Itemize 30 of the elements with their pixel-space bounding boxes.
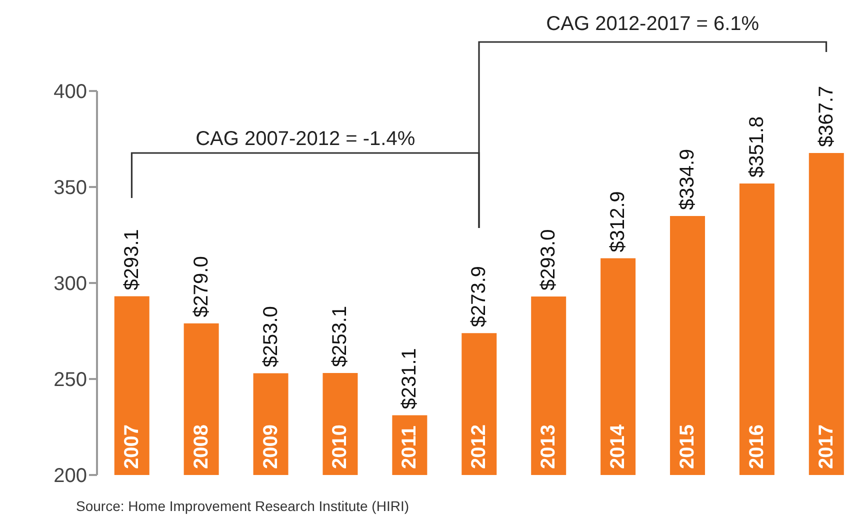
y-tick-label: 200 (54, 465, 87, 488)
y-tick-label: 300 (54, 273, 87, 296)
x-tick-label: 2008 (190, 424, 212, 469)
x-tick-label: 2007 (120, 424, 143, 469)
data-label: $293.0 (538, 229, 560, 290)
data-label: $334.9 (676, 148, 698, 210)
data-label: $312.9 (607, 191, 630, 252)
y-tick-label: 400 (54, 81, 87, 104)
x-tick-label: 2009 (260, 424, 282, 469)
x-tick-label: 2016 (746, 424, 768, 469)
data-label: $367.7 (815, 86, 838, 148)
data-label: $253.0 (260, 306, 282, 368)
y-tick-label: 350 (54, 177, 87, 200)
x-tick-label: 2015 (676, 424, 698, 469)
data-label: $253.1 (329, 306, 352, 368)
source-note: Source: Home Improvement Research Institute (HIRI) (76, 498, 410, 514)
text: CAG 2012-2017 = 6.1% (546, 13, 760, 35)
x-tick-label: 2014 (607, 424, 630, 469)
data-label: $279.0 (190, 256, 212, 318)
data-label: $293.1 (120, 229, 143, 290)
y-tick-label: 250 (54, 369, 87, 392)
data-label: $351.8 (746, 116, 768, 178)
data-label: $231.1 (398, 348, 421, 410)
x-tick-label: 2010 (329, 424, 352, 469)
data-label: $273.9 (468, 266, 490, 328)
x-tick-label: 2013 (538, 424, 560, 469)
x-tick-label: 2017 (815, 424, 838, 469)
x-tick-label: 2011 (398, 426, 421, 469)
annotation: CAG 2007-2012 = -1.4% (196, 128, 416, 150)
x-tick-label: 2012 (468, 424, 490, 469)
